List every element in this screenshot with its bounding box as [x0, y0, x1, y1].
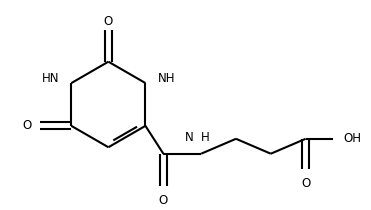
- Text: HN: HN: [42, 72, 59, 85]
- Text: OH: OH: [344, 132, 361, 145]
- Text: N: N: [184, 131, 193, 144]
- Text: H: H: [201, 131, 210, 144]
- Text: NH: NH: [157, 72, 175, 85]
- Text: O: O: [159, 193, 168, 206]
- Text: O: O: [104, 15, 113, 28]
- Text: O: O: [301, 177, 310, 190]
- Text: O: O: [22, 119, 32, 132]
